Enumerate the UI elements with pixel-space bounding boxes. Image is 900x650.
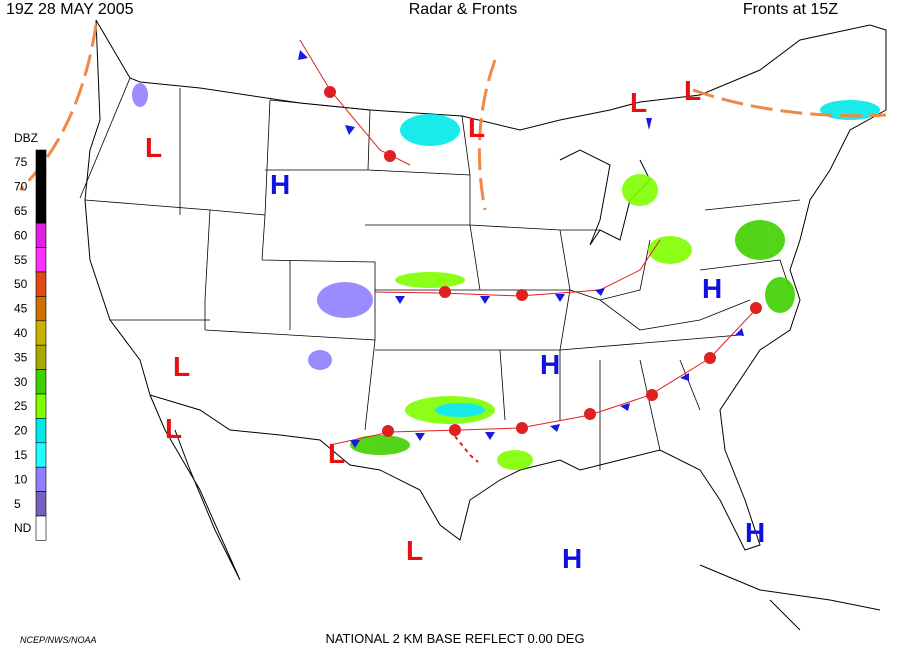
legend-label: ND — [14, 521, 32, 535]
footer-product: NATIONAL 2 KM BASE REFLECT 0.00 DEG — [325, 631, 584, 646]
pressure-center: L — [145, 132, 162, 163]
base-map — [79, 19, 887, 631]
legend-label: 60 — [14, 228, 28, 242]
legend-label: 65 — [14, 204, 28, 218]
legend-swatch — [35, 198, 47, 224]
legend-swatch — [35, 320, 47, 346]
header-time: 19Z 28 MAY 2005 — [6, 1, 134, 18]
legend-swatch — [35, 369, 47, 395]
pressure-center: L — [630, 87, 647, 118]
legend-swatch — [35, 491, 47, 517]
legend-swatch — [35, 393, 47, 419]
legend-label: 75 — [14, 155, 28, 169]
legend-label: 70 — [14, 180, 28, 194]
pressure-center: H — [562, 543, 582, 574]
legend-swatch — [35, 222, 47, 248]
pressure-center: L — [173, 351, 190, 382]
legend-title: DBZ — [14, 131, 38, 145]
header-fronts-time: Fronts at 15Z — [743, 1, 838, 18]
legend-swatch — [35, 344, 47, 370]
pressure-center: H — [270, 169, 290, 200]
radar-echoes — [132, 83, 880, 470]
footer-credit: NCEP/NWS/NOAA — [20, 635, 97, 645]
legend-label: 10 — [14, 472, 28, 486]
pressure-center: L — [406, 535, 423, 566]
pressure-center: L — [328, 438, 345, 469]
legend-label: 5 — [14, 497, 21, 511]
pressure-center: L — [165, 413, 182, 444]
legend-label: 35 — [14, 350, 28, 364]
pressure-center: H — [745, 517, 765, 548]
legend-swatch — [35, 247, 47, 273]
legend-label: 25 — [14, 399, 28, 413]
legend-swatch — [35, 418, 47, 444]
legend-label: 15 — [14, 448, 28, 462]
legend-label: 50 — [14, 277, 28, 291]
legend-swatch — [35, 296, 47, 322]
legend-swatch — [35, 515, 47, 541]
legend-label: 55 — [14, 253, 28, 267]
pressure-center: L — [684, 75, 701, 106]
legend-label: 30 — [14, 375, 28, 389]
legend-label: 45 — [14, 302, 28, 316]
legend-swatch — [35, 466, 47, 492]
pressure-center: H — [540, 349, 560, 380]
legend: DBZ 75 70 65 60 55 50 45 40 35 30 25 20 15 10 5 ND — [14, 131, 47, 541]
header-title: Radar & Fronts — [409, 1, 517, 18]
pressure-center: H — [702, 273, 722, 304]
pressure-center: L — [468, 112, 485, 143]
legend-swatch — [35, 149, 47, 175]
legend-swatch — [35, 174, 47, 200]
legend-swatch — [35, 442, 47, 468]
fronts — [18, 24, 887, 463]
legend-swatch — [35, 271, 47, 297]
legend-label: 20 — [14, 424, 28, 438]
legend-label: 40 — [14, 326, 28, 340]
